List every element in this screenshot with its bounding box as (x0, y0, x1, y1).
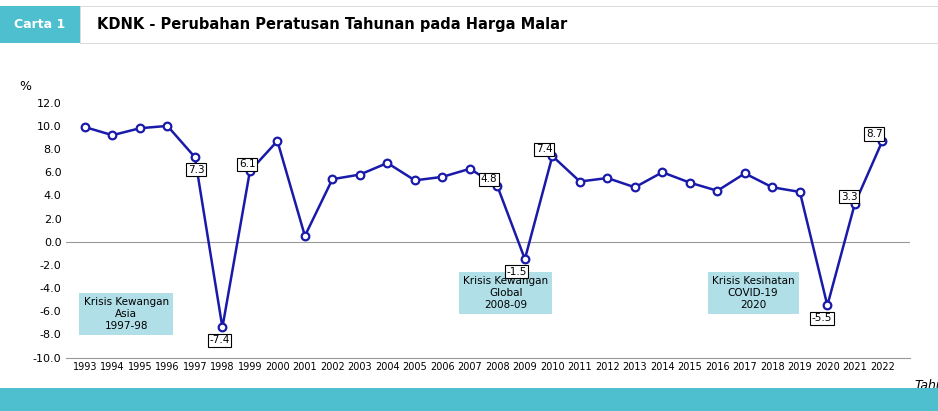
Text: -5.5: -5.5 (811, 313, 832, 323)
Text: 3.3: 3.3 (841, 192, 857, 201)
Text: KDNK - Perubahan Peratusan Tahunan pada Harga Malar: KDNK - Perubahan Peratusan Tahunan pada … (97, 17, 567, 32)
Text: Krisis Kesihatan
COVID-19
2020: Krisis Kesihatan COVID-19 2020 (712, 277, 794, 310)
Text: 6.1: 6.1 (239, 159, 255, 169)
Text: %: % (19, 80, 31, 92)
Text: -7.4: -7.4 (209, 335, 230, 345)
Text: Krisis Kewangan
Global
2008-09: Krisis Kewangan Global 2008-09 (463, 277, 548, 310)
Text: 7.4: 7.4 (536, 144, 552, 154)
Text: 7.3: 7.3 (188, 165, 204, 175)
Text: -1.5: -1.5 (507, 267, 527, 277)
Text: Krisis Kewangan
Asia
1997-98: Krisis Kewangan Asia 1997-98 (83, 297, 169, 330)
Text: Carta 1: Carta 1 (14, 18, 66, 31)
Text: 4.8: 4.8 (481, 174, 497, 184)
Text: 8.7: 8.7 (866, 129, 883, 139)
Text: Tahun: Tahun (914, 379, 938, 392)
